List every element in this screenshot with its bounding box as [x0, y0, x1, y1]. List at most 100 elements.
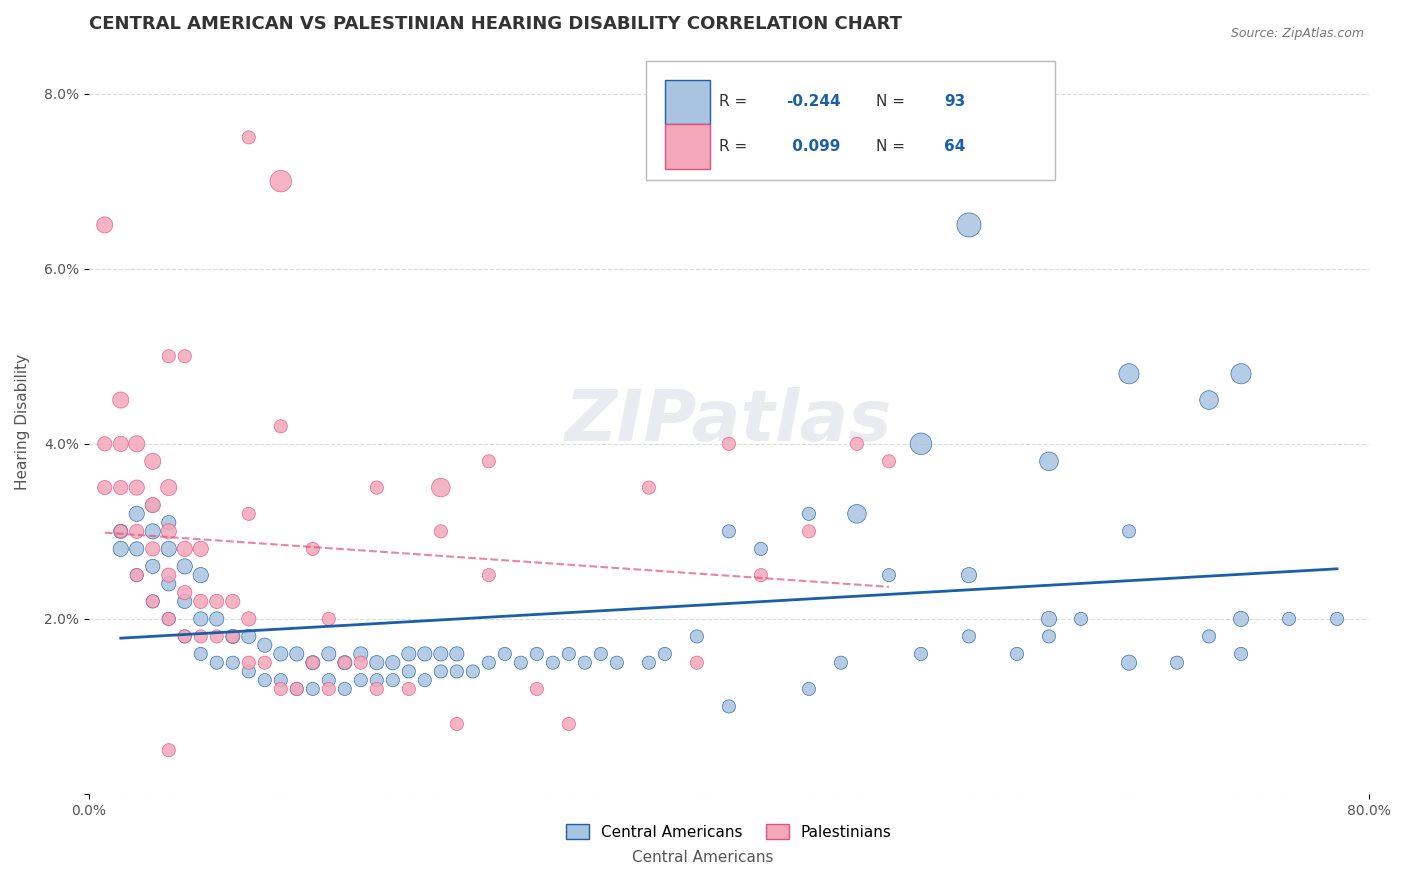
Point [285, 681, 308, 696]
Point [190, 612, 212, 626]
Point [205, 629, 228, 643]
Point [142, 524, 165, 539]
Point [157, 524, 180, 539]
Point [157, 349, 180, 363]
Point [173, 559, 195, 574]
Point [1326, 612, 1348, 626]
Point [157, 481, 180, 495]
Text: N =: N = [876, 95, 910, 110]
Point [430, 481, 453, 495]
Point [877, 568, 900, 582]
Point [461, 665, 484, 679]
Point [558, 647, 581, 661]
Point [190, 541, 212, 556]
Point [157, 568, 180, 582]
Point [125, 568, 148, 582]
Legend: Central Americans, Palestinians: Central Americans, Palestinians [560, 818, 898, 846]
Point [253, 638, 276, 652]
Point [1166, 656, 1188, 670]
Point [110, 481, 132, 495]
Point [173, 594, 195, 608]
Point [1070, 612, 1092, 626]
Text: -0.244: -0.244 [786, 95, 841, 110]
Point [125, 437, 148, 451]
Point [157, 541, 180, 556]
Point [1230, 367, 1253, 381]
Point [110, 437, 132, 451]
Point [830, 656, 852, 670]
Point [430, 665, 453, 679]
Point [318, 673, 340, 688]
Point [125, 481, 148, 495]
Point [526, 647, 548, 661]
Point [173, 629, 195, 643]
Point [157, 612, 180, 626]
Point [797, 524, 820, 539]
Point [654, 647, 676, 661]
Point [1230, 647, 1253, 661]
Point [1005, 647, 1028, 661]
Point [333, 681, 356, 696]
Point [142, 594, 165, 608]
Point [125, 507, 148, 521]
Text: N =: N = [876, 139, 910, 154]
Point [957, 218, 980, 232]
Point [350, 656, 373, 670]
Text: 93: 93 [943, 95, 966, 110]
Point [910, 647, 932, 661]
Point [173, 541, 195, 556]
Point [430, 524, 453, 539]
Point [157, 743, 180, 757]
Point [558, 717, 581, 731]
FancyBboxPatch shape [645, 61, 1056, 180]
Point [1118, 656, 1140, 670]
Point [110, 392, 132, 407]
Point [1038, 629, 1060, 643]
Point [270, 174, 292, 188]
Point [301, 681, 323, 696]
Point [238, 656, 260, 670]
Point [318, 647, 340, 661]
Point [125, 541, 148, 556]
Point [877, 454, 900, 468]
Point [366, 481, 388, 495]
Text: CENTRAL AMERICAN VS PALESTINIAN HEARING DISABILITY CORRELATION CHART: CENTRAL AMERICAN VS PALESTINIAN HEARING … [89, 15, 901, 33]
Point [1278, 612, 1301, 626]
Point [285, 647, 308, 661]
Point [157, 612, 180, 626]
Point [142, 594, 165, 608]
Point [381, 673, 404, 688]
Text: Central Americans: Central Americans [633, 850, 773, 865]
Point [190, 629, 212, 643]
Point [686, 629, 709, 643]
Point [253, 673, 276, 688]
Point [301, 656, 323, 670]
Text: 0.099: 0.099 [786, 139, 839, 154]
Point [142, 498, 165, 512]
Point [845, 507, 868, 521]
Y-axis label: Hearing Disability: Hearing Disability [15, 354, 30, 490]
Point [638, 656, 661, 670]
Point [190, 594, 212, 608]
Point [717, 699, 740, 714]
Point [541, 656, 564, 670]
FancyBboxPatch shape [665, 79, 710, 124]
Point [1118, 367, 1140, 381]
Point [1198, 392, 1220, 407]
Point [797, 681, 820, 696]
Point [222, 629, 245, 643]
Point [749, 541, 772, 556]
Point [845, 437, 868, 451]
Point [93, 218, 115, 232]
Point [270, 681, 292, 696]
FancyBboxPatch shape [665, 124, 710, 169]
Point [253, 656, 276, 670]
Point [717, 524, 740, 539]
Point [270, 419, 292, 434]
Point [190, 568, 212, 582]
Point [222, 594, 245, 608]
Point [366, 673, 388, 688]
Point [125, 568, 148, 582]
Point [110, 524, 132, 539]
Point [413, 673, 436, 688]
